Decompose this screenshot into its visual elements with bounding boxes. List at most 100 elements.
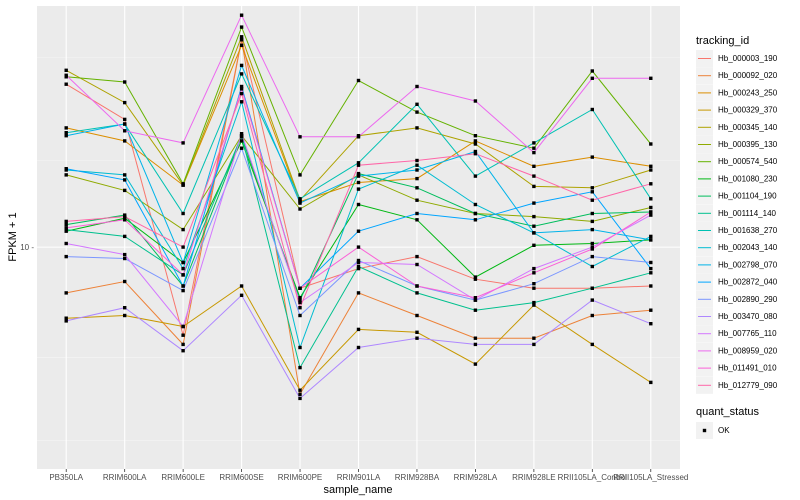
- data-point: [590, 264, 594, 269]
- data-point: [123, 139, 127, 143]
- data-point: [649, 380, 653, 385]
- data-point: [239, 63, 244, 68]
- data-point: [590, 298, 594, 302]
- data-point: [649, 197, 653, 201]
- data-point: [64, 254, 68, 259]
- data-point: [298, 300, 302, 305]
- data-point: [181, 260, 185, 265]
- data-point: [356, 266, 361, 271]
- x-axis-ticks: PB350LA RRIM600LA RRIM600LE RRIM600SE RRIM60…: [49, 469, 688, 482]
- data-point: [473, 202, 478, 207]
- data-point: [239, 100, 244, 104]
- data-point: [415, 330, 419, 334]
- data-point: [649, 142, 653, 146]
- data-point: [356, 78, 361, 83]
- data-point: [532, 282, 536, 286]
- data-point: [649, 322, 653, 326]
- data-point: [123, 218, 127, 222]
- data-point: [415, 126, 419, 130]
- data-point: [473, 142, 478, 146]
- data-point: [123, 100, 127, 105]
- data-point: [356, 187, 361, 191]
- data-point: [181, 227, 185, 232]
- shape-legend-label: OK: [718, 426, 730, 435]
- data-point: [590, 241, 594, 246]
- data-point: [356, 171, 361, 176]
- y-axis-ticks: 10 -: [20, 243, 34, 252]
- data-point: [415, 218, 419, 222]
- x-tick-label: RRIM600LA: [103, 473, 147, 482]
- data-point: [590, 227, 594, 232]
- data-point: [590, 69, 594, 73]
- data-point: [298, 345, 302, 350]
- data-point: [123, 313, 127, 318]
- x-tick-label: RRIM928LE: [512, 473, 556, 482]
- data-point: [649, 210, 653, 214]
- data-point: [473, 362, 478, 366]
- data-point: [356, 229, 361, 233]
- data-point: [415, 313, 419, 318]
- data-point: [181, 288, 185, 293]
- data-point: [64, 241, 68, 246]
- data-point: [590, 211, 594, 216]
- data-point: [532, 201, 536, 205]
- data-point: [64, 226, 68, 230]
- legend-label: Hb_002872_040: [718, 278, 778, 287]
- data-point: [590, 245, 594, 249]
- legend: tracking_id Hb_000003_190Hb_000092_020Hb…: [696, 35, 778, 439]
- data-point: [181, 284, 185, 288]
- data-point: [532, 271, 536, 275]
- data-point: [590, 186, 594, 190]
- data-point: [298, 388, 302, 392]
- data-point: [415, 84, 419, 89]
- data-point: [532, 184, 536, 189]
- legend-label: Hb_000574_540: [718, 157, 778, 166]
- data-point: [415, 254, 419, 259]
- data-point: [590, 286, 594, 290]
- data-point: [649, 168, 653, 172]
- data-point: [473, 174, 478, 178]
- data-point: [123, 80, 127, 84]
- data-point: [298, 201, 302, 205]
- data-point: [123, 252, 127, 257]
- data-point: [64, 319, 68, 323]
- data-point: [298, 286, 302, 290]
- data-point: [356, 161, 361, 165]
- legend-label: Hb_012779_090: [718, 381, 778, 390]
- data-point: [415, 211, 419, 216]
- x-tick-label: RRII105LA_Stressed: [613, 473, 688, 482]
- data-point: [649, 308, 653, 312]
- data-point: [473, 277, 478, 281]
- data-point: [181, 324, 185, 329]
- data-point: [356, 174, 361, 178]
- legend-label: Hb_000345_140: [718, 123, 778, 132]
- data-point: [356, 163, 361, 167]
- data-point: [181, 349, 185, 353]
- data-point: [415, 336, 419, 340]
- data-point: [298, 296, 302, 300]
- data-point: [649, 164, 653, 168]
- data-point: [532, 303, 536, 307]
- data-point: [473, 218, 478, 222]
- data-point: [298, 365, 302, 370]
- data-point: [415, 291, 419, 295]
- data-point: [239, 13, 244, 17]
- data-point: [123, 173, 127, 177]
- data-point: [415, 110, 419, 114]
- data-point: [532, 286, 536, 290]
- data-point: [64, 73, 68, 77]
- data-point: [356, 180, 361, 185]
- data-point: [415, 163, 419, 167]
- data-point: [590, 313, 594, 318]
- data-point: [356, 260, 361, 265]
- data-point: [123, 122, 127, 126]
- legend-label: Hb_002798_070: [718, 260, 778, 269]
- data-point: [239, 146, 244, 150]
- data-point: [123, 234, 127, 239]
- data-point: [649, 182, 653, 186]
- data-point: [356, 202, 361, 207]
- x-tick-label: RRIM600SE: [219, 473, 263, 482]
- legend-items: Hb_000003_190 Hb_000092_020 Hb_000243_250 H…: [696, 50, 778, 394]
- x-tick-label: RRIM901LA: [337, 473, 381, 482]
- data-point: [239, 134, 244, 138]
